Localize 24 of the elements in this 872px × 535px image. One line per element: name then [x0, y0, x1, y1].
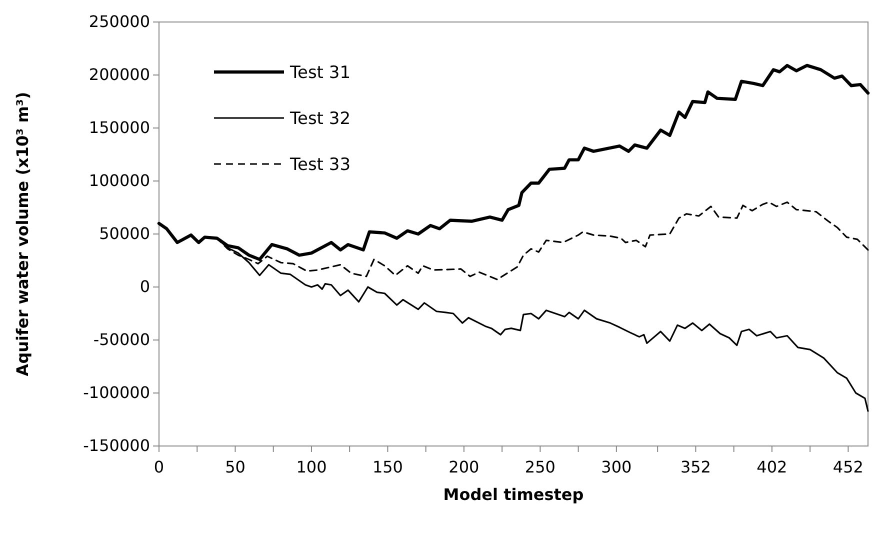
legend-label: Test 33	[289, 154, 351, 175]
x-tick-label: 250	[524, 458, 556, 477]
x-tick-label: 402	[756, 458, 788, 477]
legend-label: Test 32	[289, 108, 351, 129]
y-tick-label: 250000	[88, 12, 150, 32]
x-tick-label: 452	[832, 458, 864, 477]
x-tick-label: 352	[680, 458, 711, 477]
x-tick-label: 300	[601, 458, 632, 477]
x-tick-label: 50	[225, 458, 246, 477]
x-tick-label: 0	[154, 458, 164, 477]
legend-label: Test 31	[289, 62, 351, 83]
x-axis-title: Model timestep	[443, 485, 584, 504]
y-tick-label: 0	[140, 277, 150, 296]
y-axis-title: Aquifer water volume (x10³ m³)	[13, 92, 32, 376]
y-tick-label: 50000	[99, 224, 150, 244]
y-tick-label: 100000	[88, 171, 150, 190]
y-tick-label: 150000	[88, 118, 150, 138]
y-tick-label: -50000	[93, 330, 150, 350]
y-tick-label: -150000	[83, 436, 150, 456]
x-tick-label: 100	[296, 458, 327, 477]
y-tick-label: 200000	[88, 65, 150, 84]
y-tick-label: -100000	[83, 383, 150, 402]
x-tick-label: 200	[448, 458, 480, 477]
x-tick-label: 150	[372, 458, 403, 477]
